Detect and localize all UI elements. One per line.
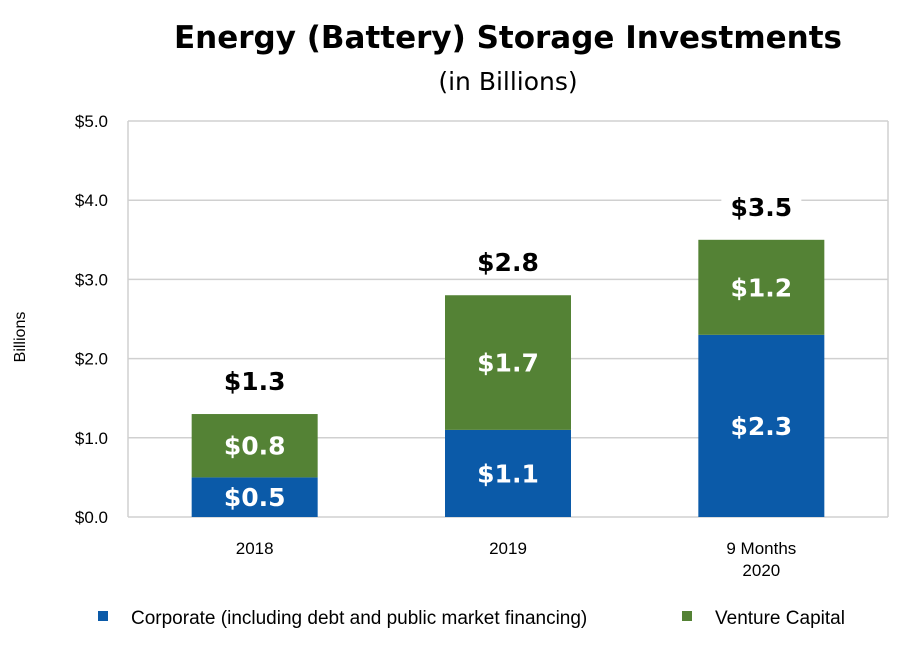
bar-segment — [698, 239, 825, 335]
legend-label: Corporate (including debt and public mar… — [131, 608, 587, 629]
data-label: $0.5 — [224, 483, 286, 512]
data-label: $0.8 — [224, 432, 286, 461]
total-label-bg — [468, 245, 548, 278]
data-label: $2.3 — [730, 412, 792, 441]
chart-title: Energy (Battery) Storage Investments — [174, 20, 842, 56]
bar-segment — [191, 477, 318, 517]
data-label: $1.7 — [477, 349, 539, 378]
total-label: $3.5 — [730, 193, 792, 222]
y-tick-label: $3.0 — [75, 270, 108, 289]
legend-label: Venture Capital — [715, 608, 845, 629]
x-tick-label: 9 Months — [726, 539, 796, 558]
chart-subtitle: (in Billions) — [438, 67, 577, 96]
y-tick-label: $2.0 — [75, 350, 108, 369]
x-tick-label: 2020 — [742, 561, 780, 580]
data-label: $1.2 — [730, 273, 792, 302]
bar-segment — [445, 429, 571, 517]
bar-segment — [698, 334, 825, 517]
x-tick-label: 2019 — [489, 539, 527, 558]
y-tick-label: $1.0 — [75, 429, 108, 448]
bar-segment — [445, 295, 571, 430]
y-tick-label: $5.0 — [75, 112, 108, 131]
y-axis-label: Billions — [12, 312, 29, 363]
total-label-bg — [214, 364, 295, 397]
legend-swatch — [682, 611, 692, 621]
y-tick-label: $4.0 — [75, 191, 108, 210]
data-label: $1.1 — [477, 459, 539, 488]
x-tick-label: 2018 — [236, 539, 274, 558]
total-label-bg — [721, 189, 802, 222]
total-label: $1.3 — [224, 367, 286, 396]
legend-swatch — [98, 611, 108, 621]
bar-segment — [191, 414, 318, 478]
y-tick-label: $0.0 — [75, 508, 108, 527]
total-label: $2.8 — [477, 248, 539, 277]
